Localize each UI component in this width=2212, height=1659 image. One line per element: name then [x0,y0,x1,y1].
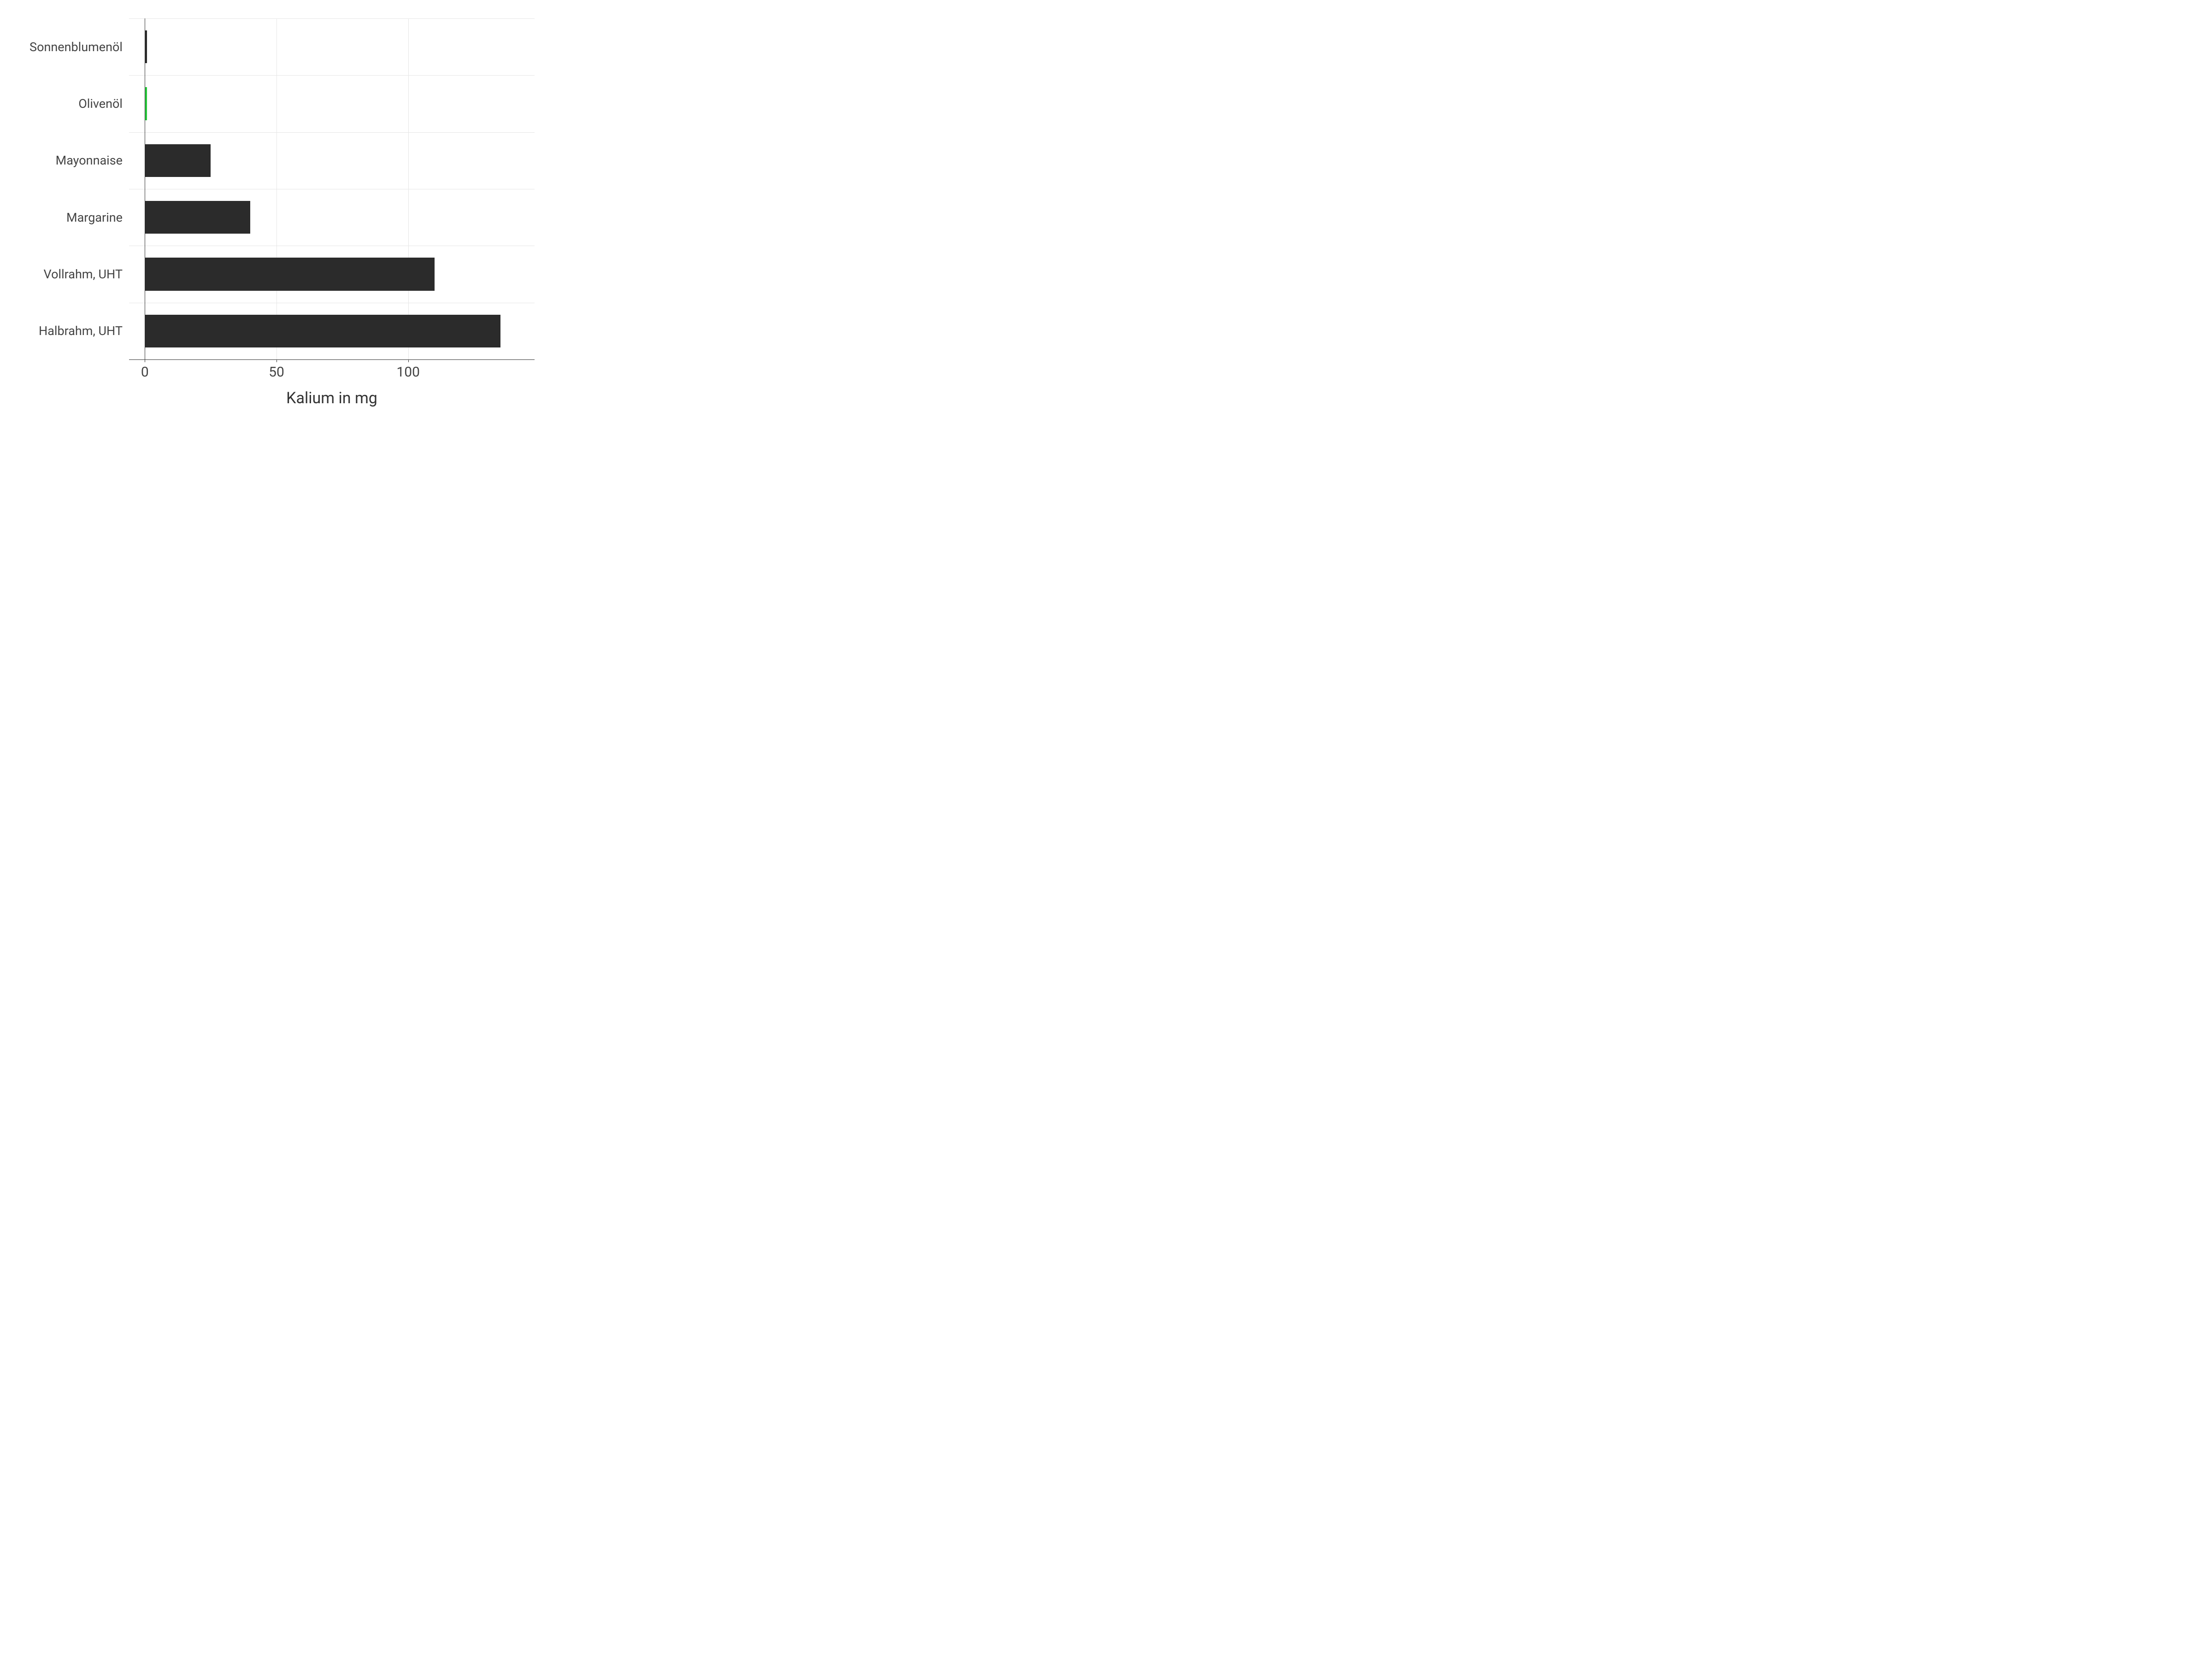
y-axis-label: Margarine [66,210,129,225]
h-gridline [129,132,535,133]
x-tick-label: 100 [396,359,420,380]
chart-container: Sonnenblumenöl Olivenöl Mayonnaise Margarin… [0,0,553,415]
y-axis-label: Sonnenblumenöl [29,40,129,54]
plot-area: SonnenblumenölOlivenölMayonnaiseMargarin… [129,18,535,359]
y-axis-label: Mayonnaise [56,153,129,168]
y-axis-label: Olivenöl [78,96,129,111]
h-gridline [129,75,535,76]
x-axis-line [129,359,535,360]
h-gridline [129,18,535,19]
y-axis-label: Vollrahm, UHT [44,267,129,282]
y-axis-label: Halbrahm, UHT [39,324,129,338]
bar [145,315,500,348]
x-axis-title: Kalium in mg [286,389,377,407]
x-tick-label: 50 [269,359,284,380]
x-tick-label: 0 [141,359,149,380]
bar [145,201,250,234]
bar [145,144,211,177]
bar [145,258,435,291]
